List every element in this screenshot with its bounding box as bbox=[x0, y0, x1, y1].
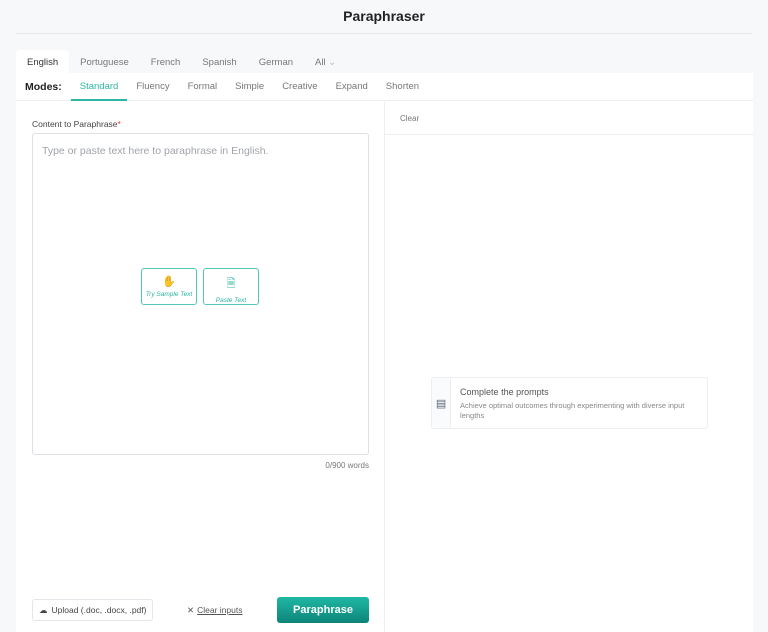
paraphrase-button[interactable]: Paraphrase bbox=[277, 597, 369, 623]
tip-title: Complete the prompts bbox=[460, 387, 549, 397]
tab-all-dropdown[interactable]: All ⌄ bbox=[304, 50, 347, 73]
required-mark: * bbox=[117, 119, 121, 129]
tab-portuguese[interactable]: Portuguese bbox=[80, 57, 129, 68]
paraphraser-card: Modes: Standard Fluency Formal Simple Cr… bbox=[16, 73, 753, 632]
modes-label: Modes: bbox=[25, 80, 62, 93]
content-input[interactable] bbox=[32, 133, 369, 455]
tab-german[interactable]: German bbox=[258, 57, 294, 68]
clear-output-button[interactable]: Clear bbox=[400, 114, 420, 123]
tab-spanish[interactable]: Spanish bbox=[202, 57, 237, 68]
divider bbox=[16, 33, 752, 34]
try-sample-label: Try Sample Text bbox=[145, 291, 193, 298]
upload-label: Upload (.doc, .docx, .pdf) bbox=[51, 605, 147, 615]
mode-fluency[interactable]: Fluency bbox=[136, 80, 170, 92]
content-label: Content to Paraphrase* bbox=[32, 119, 121, 129]
document-icon: ▤ bbox=[432, 378, 452, 428]
tip-description: Achieve optimal outcomes through experim… bbox=[460, 401, 685, 420]
all-label: All bbox=[315, 57, 326, 68]
chevron-down-icon: ⌄ bbox=[328, 57, 337, 68]
output-panel: Clear ▤ Complete the prompts Achieve opt… bbox=[384, 102, 753, 632]
mode-creative[interactable]: Creative bbox=[282, 80, 318, 92]
cloud-upload-icon: ☁ bbox=[39, 604, 48, 615]
mode-simple[interactable]: Simple bbox=[235, 80, 265, 92]
input-panel: Content to Paraphrase* ✋Try Sample Text … bbox=[16, 102, 384, 632]
document-icon: 🗎 bbox=[226, 278, 236, 290]
tip-card: ▤ Complete the prompts Achieve optimal o… bbox=[431, 377, 708, 429]
modes-bar: Modes: Standard Fluency Formal Simple Cr… bbox=[16, 73, 753, 101]
mode-shorten[interactable]: Shorten bbox=[385, 80, 420, 92]
language-tabs: English Portuguese French Spanish German… bbox=[16, 50, 347, 73]
clear-inputs-label: Clear inputs bbox=[197, 605, 243, 615]
upload-button[interactable]: ☁ Upload (.doc, .docx, .pdf) bbox=[32, 599, 154, 621]
word-count: 0/900 words bbox=[325, 461, 369, 470]
tab-french[interactable]: French bbox=[150, 57, 181, 68]
output-toolbar: Clear bbox=[385, 102, 753, 135]
tab-english[interactable]: English bbox=[16, 50, 70, 73]
close-icon: ✕ bbox=[187, 605, 195, 615]
paste-text-label: Paste Text bbox=[215, 297, 247, 304]
paste-text-button[interactable]: 🗎 Paste Text bbox=[203, 268, 259, 305]
mode-formal[interactable]: Formal bbox=[187, 80, 218, 92]
try-sample-text-button[interactable]: ✋ Try Sample Text bbox=[141, 268, 197, 305]
page-title: Paraphraser bbox=[343, 8, 425, 24]
mode-standard[interactable]: Standard bbox=[70, 73, 128, 101]
mode-expand[interactable]: Expand bbox=[335, 80, 368, 92]
hand-wave-icon: ✋ bbox=[162, 276, 176, 288]
clear-inputs-button[interactable]: ✕ Clear inputs bbox=[187, 605, 242, 616]
